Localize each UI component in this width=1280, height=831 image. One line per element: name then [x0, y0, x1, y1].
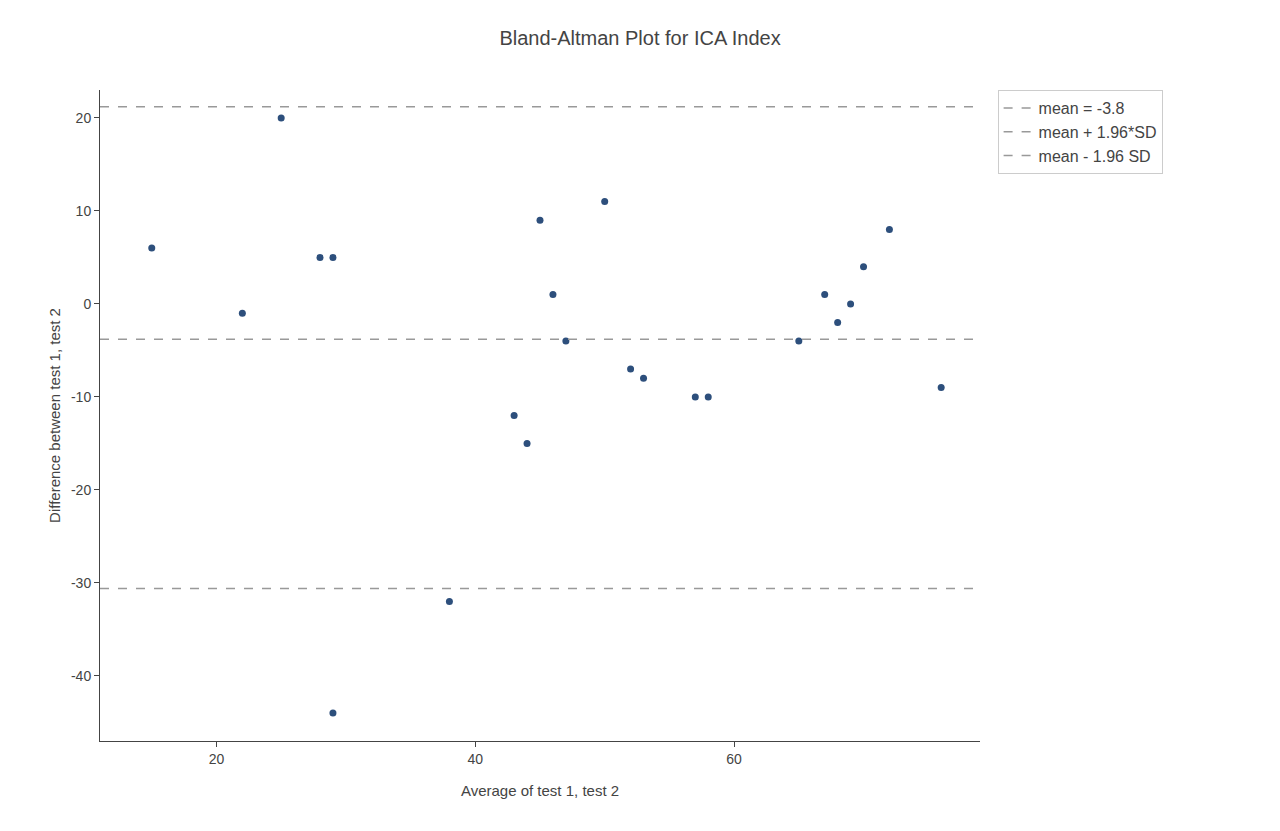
svg-text:-40: -40	[71, 668, 91, 684]
svg-text:0: 0	[83, 296, 91, 312]
svg-text:Difference between test 1, tes: Difference between test 1, test 2	[46, 308, 63, 523]
svg-text:10: 10	[76, 203, 92, 219]
svg-text:Bland-Altman Plot for ICA Inde: Bland-Altman Plot for ICA Index	[499, 27, 780, 49]
svg-text:-20: -20	[71, 482, 91, 498]
svg-text:mean + 1.96*SD: mean + 1.96*SD	[1039, 124, 1157, 141]
svg-text:-30: -30	[71, 575, 91, 591]
svg-text:60: 60	[726, 751, 742, 767]
svg-text:-10: -10	[71, 389, 91, 405]
svg-text:20: 20	[76, 110, 92, 126]
svg-text:40: 40	[468, 751, 484, 767]
svg-text:20: 20	[209, 751, 225, 767]
svg-text:mean = -3.8: mean = -3.8	[1039, 100, 1125, 117]
svg-text:mean - 1.96 SD: mean - 1.96 SD	[1039, 148, 1151, 165]
svg-text:Average of test 1, test 2: Average of test 1, test 2	[461, 782, 619, 799]
